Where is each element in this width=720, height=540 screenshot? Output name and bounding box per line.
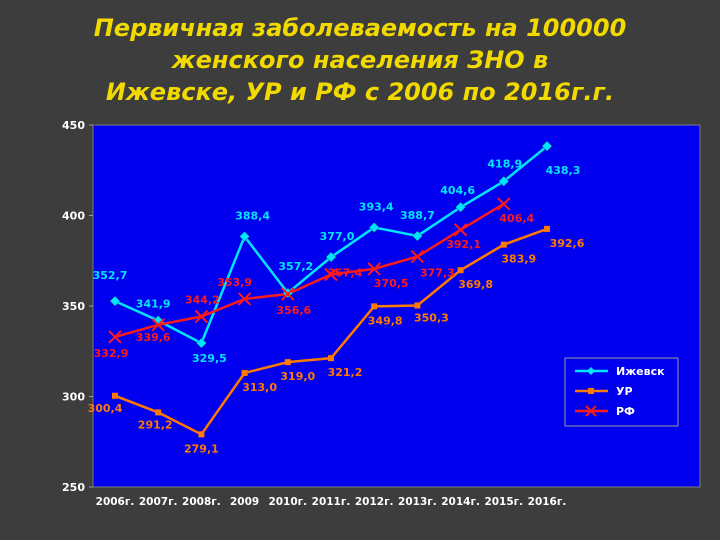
data-label-ur: 369,8 xyxy=(458,278,493,291)
data-point-ur xyxy=(371,303,378,310)
data-label-ur: 313,0 xyxy=(242,381,277,394)
y-tick-label: 350 xyxy=(62,300,85,313)
data-label-ur: 321,2 xyxy=(328,366,363,379)
data-label-rf: 367,4 xyxy=(328,267,363,280)
y-tick-label: 450 xyxy=(62,119,85,132)
x-tick-label: 2012г. xyxy=(355,496,394,508)
data-label-izhevsk: 341,9 xyxy=(136,298,171,311)
series-line-rf xyxy=(114,202,505,339)
data-label-izhevsk: 438,3 xyxy=(546,164,581,177)
y-tick-label: 300 xyxy=(62,391,85,404)
legend-label: РФ xyxy=(616,405,635,418)
data-point-izhevsk xyxy=(368,222,380,233)
data-label-izhevsk: 393,4 xyxy=(359,200,394,213)
data-label-ur: 300,4 xyxy=(88,402,123,415)
x-tick-label: 2009 xyxy=(230,496,259,508)
x-tick-label: 2016г. xyxy=(528,496,567,508)
legend-item-rf: РФ xyxy=(575,405,635,418)
data-label-rf: 377,3 xyxy=(420,267,455,280)
data-label-izhevsk: 388,4 xyxy=(235,209,270,222)
x-tick-label: 2008г. xyxy=(182,496,221,508)
data-point-izhevsk xyxy=(541,140,553,152)
x-tick-label: 2014г. xyxy=(441,496,480,508)
legend-label: Ижевск xyxy=(616,365,665,378)
data-point-izhevsk xyxy=(109,295,121,307)
data-point-rf xyxy=(281,287,295,301)
data-label-rf: 406,4 xyxy=(499,212,534,225)
data-label-izhevsk: 352,7 xyxy=(93,269,128,282)
data-point-rf xyxy=(453,223,468,237)
data-point-izhevsk xyxy=(412,230,423,242)
data-label-rf: 353,9 xyxy=(217,276,252,289)
data-point-ur xyxy=(500,241,507,248)
data-point-ur xyxy=(155,409,162,416)
data-label-ur: 291,2 xyxy=(138,418,173,431)
data-point-izhevsk xyxy=(455,201,466,213)
data-point-rf xyxy=(324,267,338,282)
data-label-ur: 319,0 xyxy=(280,370,315,383)
x-tick-label: 2010г. xyxy=(268,496,307,508)
data-point-rf xyxy=(367,262,381,276)
data-label-rf: 392,1 xyxy=(446,238,481,251)
data-label-ur: 349,8 xyxy=(368,314,403,327)
legend-label: УР xyxy=(616,385,633,398)
data-point-ur xyxy=(112,392,118,399)
x-tick-label: 2007г. xyxy=(139,496,178,508)
data-point-ur xyxy=(328,355,334,362)
data-point-ur xyxy=(457,267,464,274)
data-label-izhevsk: 388,7 xyxy=(400,209,435,222)
data-point-izhevsk xyxy=(196,337,207,349)
legend: Ижевск УР РФ xyxy=(564,357,679,427)
data-point-rf xyxy=(237,292,252,306)
data-labels: 352,7 341,9 329,5 388,4 357,2 377,0 393,4 388,7… xyxy=(88,157,585,455)
data-point-ur xyxy=(198,431,205,438)
chart-title: Первичная заболеваемость на 100000 женск… xyxy=(93,14,627,106)
data-label-rf: 344,2 xyxy=(185,293,220,306)
data-label-rf: 339,6 xyxy=(136,331,171,344)
data-point-rf xyxy=(108,330,122,344)
legend-item-ur: УР xyxy=(575,385,633,398)
data-label-rf: 332,9 xyxy=(94,347,129,360)
data-point-izhevsk xyxy=(325,251,337,263)
data-label-rf: 356,6 xyxy=(276,304,311,317)
data-label-izhevsk: 357,2 xyxy=(278,260,313,273)
data-label-izhevsk: 404,6 xyxy=(440,184,475,197)
data-label-ur: 350,3 xyxy=(414,311,449,324)
x-tick-label: 2015г. xyxy=(484,496,523,508)
data-point-izhevsk xyxy=(239,231,250,242)
data-label-izhevsk: 329,5 xyxy=(192,352,227,365)
y-tick-label: 250 xyxy=(62,481,85,494)
data-point-ur xyxy=(241,369,248,376)
data-label-ur: 392,6 xyxy=(550,237,585,250)
y-axis: 250 300 350 400 450 xyxy=(62,119,93,494)
x-tick-label: 2011г. xyxy=(312,496,351,508)
data-label-izhevsk: 418,9 xyxy=(487,157,522,170)
data-point-ur xyxy=(544,225,550,232)
data-point-ur xyxy=(414,302,421,309)
data-point-rf xyxy=(410,249,425,264)
data-label-izhevsk: 377,0 xyxy=(320,230,355,243)
data-label-ur: 383,9 xyxy=(501,253,536,266)
y-tick-label: 400 xyxy=(62,210,85,223)
x-tick-label: 2006г. xyxy=(96,496,135,508)
data-point-ur xyxy=(284,359,291,366)
data-label-ur: 279,1 xyxy=(184,442,219,455)
legend-item-izhevsk: Ижевск xyxy=(575,365,665,378)
data-point-rf xyxy=(194,309,209,324)
series-markers xyxy=(108,140,553,438)
data-label-rf: 370,5 xyxy=(374,277,409,290)
data-point-rf xyxy=(497,197,511,211)
x-axis: 2006г. 2007г. 2008г. 2009 2010г. 2011г. 2012г.… xyxy=(96,496,567,508)
data-point-rf xyxy=(151,318,165,332)
x-tick-label: 2013г. xyxy=(398,496,437,508)
data-point-izhevsk xyxy=(498,175,510,187)
